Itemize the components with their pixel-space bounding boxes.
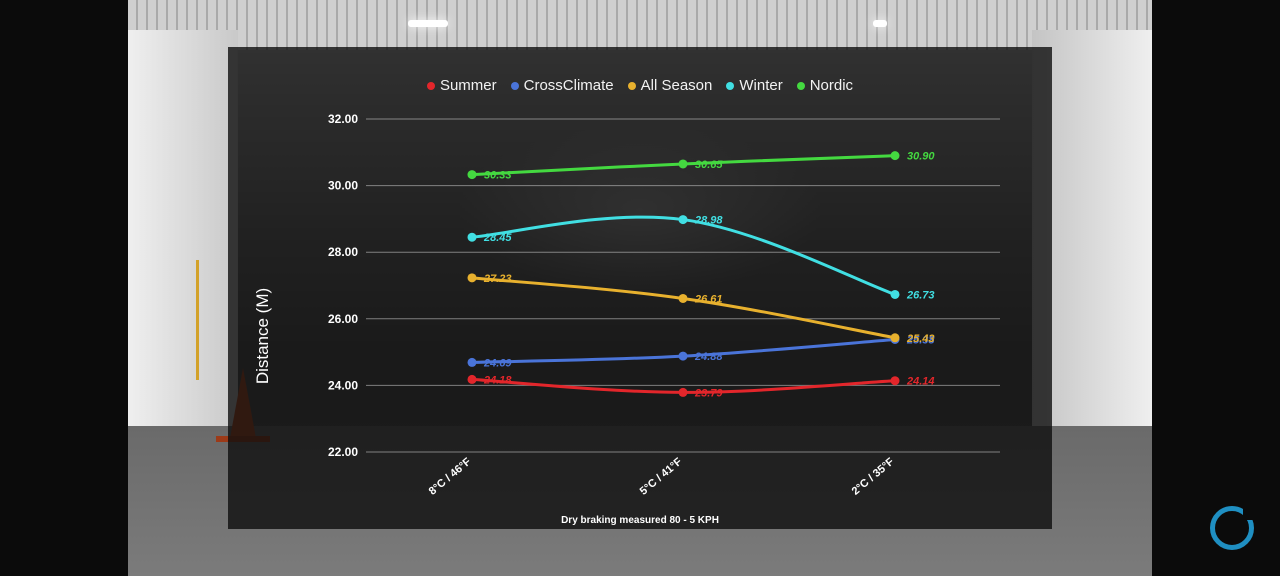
x-tick-label: 8°C / 46°F [427, 456, 474, 498]
series-line-all-season [470, 276, 897, 340]
ceiling-background [128, 0, 1152, 50]
legend-item-nordic: Nordic [796, 77, 854, 94]
ceiling-light [873, 20, 887, 27]
data-label-winter: 28.45 [483, 232, 512, 244]
legend-swatch-nordic [796, 81, 805, 90]
data-label-all-season: 27.23 [483, 273, 512, 285]
data-point-nordic [467, 170, 477, 180]
data-point-all-season [467, 273, 477, 283]
data-point-summer [678, 387, 688, 397]
app-logo-icon-gap [1243, 506, 1255, 520]
data-point-summer [467, 374, 477, 384]
legend-swatch-crossclimate [510, 81, 519, 90]
data-point-winter [678, 215, 688, 225]
y-tick-label: 22.00 [328, 445, 358, 459]
legend-label-nordic: Nordic [809, 77, 854, 94]
data-point-winter [890, 289, 900, 299]
legend-item-crossclimate: CrossClimate [510, 77, 614, 94]
legend-swatch-all-season [627, 81, 636, 90]
data-label-winter: 28.98 [694, 215, 723, 227]
data-label-nordic: 30.65 [695, 159, 723, 171]
x-tick-label: 2°C / 35°F [850, 456, 897, 498]
legend-item-all-season: All Season [627, 77, 713, 94]
y-tick-label: 28.00 [328, 245, 358, 259]
legend-label-summer: Summer [439, 77, 497, 94]
data-label-all-season: 25.43 [906, 333, 935, 345]
data-label-crossclimate: 24.69 [483, 357, 512, 369]
app-logo-icon [1210, 506, 1254, 550]
ceiling-light [408, 20, 448, 27]
legend-item-summer: Summer [426, 77, 497, 94]
y-tick-label: 24.00 [328, 378, 358, 392]
data-point-nordic [890, 151, 900, 161]
data-point-summer [890, 376, 900, 386]
tripod-stand [196, 260, 199, 380]
legend-swatch-winter [726, 81, 735, 90]
chart-legend: Summer CrossClimate All Season Winter No… [228, 77, 1052, 94]
data-label-summer: 23.79 [694, 387, 723, 399]
data-point-all-season [890, 333, 900, 343]
wall-left-background [128, 30, 238, 430]
data-point-winter [467, 232, 477, 242]
legend-swatch-summer [426, 81, 435, 90]
data-label-all-season: 26.61 [694, 293, 723, 305]
data-label-crossclimate: 24.88 [694, 351, 723, 363]
data-label-crossclimate: 25.38 [906, 334, 935, 346]
data-label-nordic: 30.90 [907, 151, 935, 163]
data-point-nordic [678, 159, 688, 169]
line-chart: 22.00 24.00 26.00 28.00 30.00 32.00 8°C / 46°F… [328, 112, 1000, 498]
data-label-winter: 26.73 [906, 289, 935, 301]
legend-label-winter: Winter [739, 77, 783, 94]
data-point-all-season [678, 293, 688, 303]
y-tick-label: 30.00 [328, 179, 358, 193]
wall-right-background [1032, 30, 1152, 430]
data-label-nordic: 30.33 [484, 170, 512, 182]
x-tick-label: 5°C / 41°F [638, 456, 685, 498]
chart-panel: 22.00 24.00 26.00 28.00 30.00 32.00 8°C / 46°F… [228, 47, 1052, 529]
data-label-summer: 24.18 [483, 374, 512, 386]
data-point-crossclimate [467, 357, 477, 367]
legend-item-winter: Winter [726, 77, 783, 94]
data-point-crossclimate [678, 351, 688, 361]
y-axis-title: Distance (M) [253, 287, 272, 385]
y-tick-label: 32.00 [328, 112, 358, 126]
y-tick-label: 26.00 [328, 312, 358, 326]
legend-label-crossclimate: CrossClimate [523, 77, 614, 94]
chart-caption: Dry braking measured 80 - 5 KPH [561, 515, 719, 526]
legend-label-all-season: All Season [640, 77, 713, 94]
data-label-summer: 24.14 [906, 376, 935, 388]
